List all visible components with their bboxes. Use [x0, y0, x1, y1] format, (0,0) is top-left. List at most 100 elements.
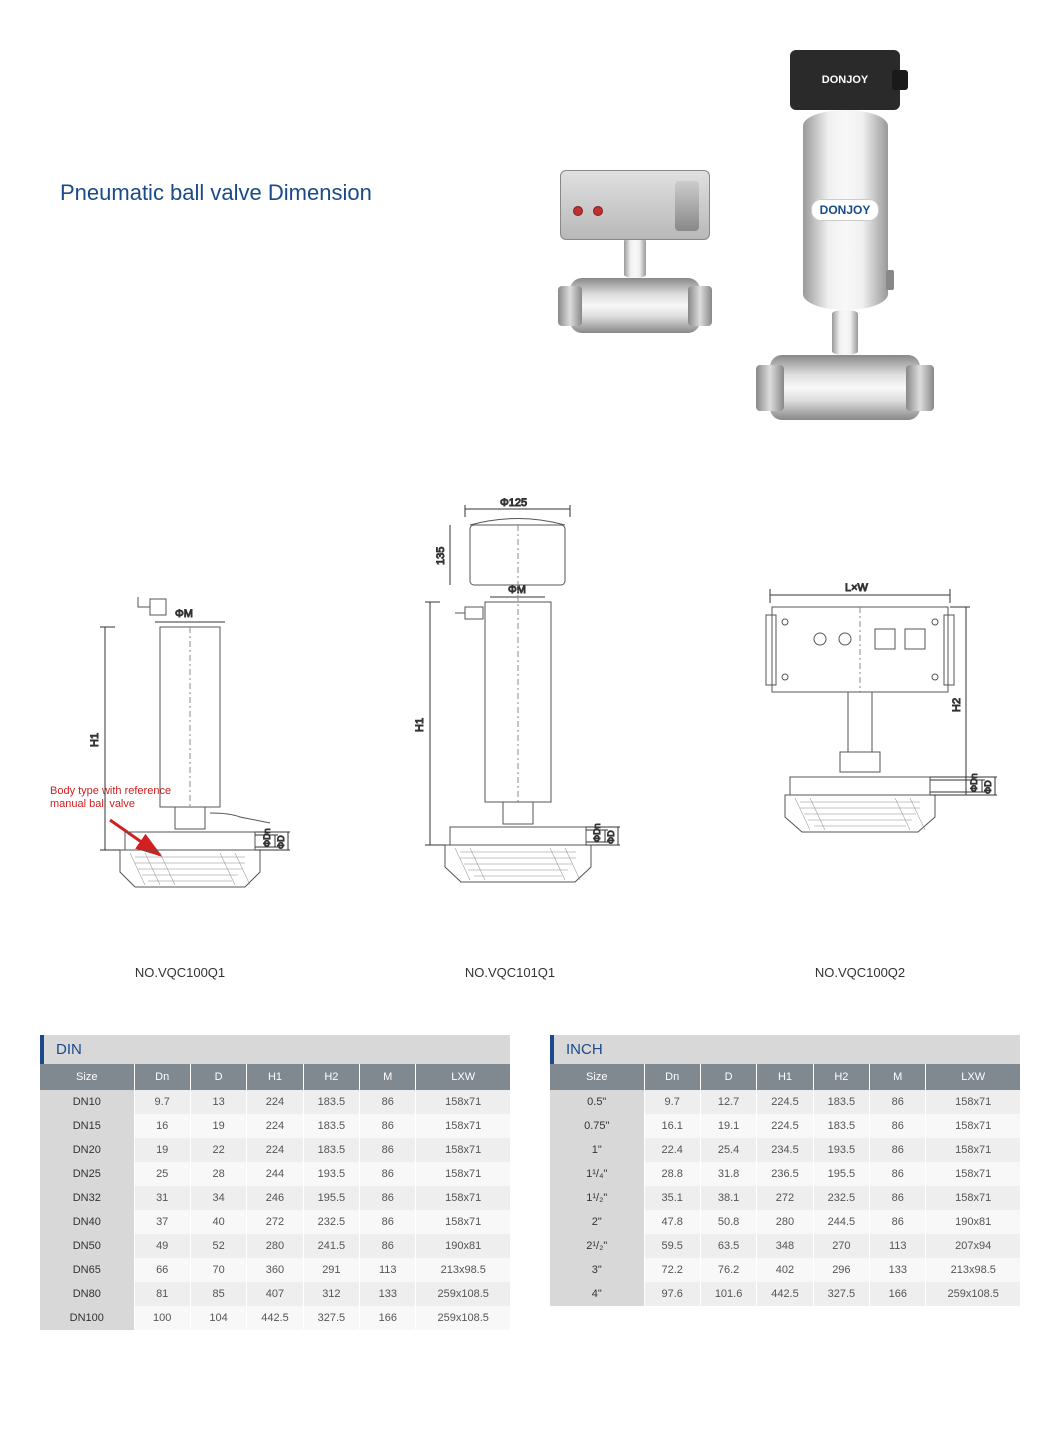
- table-cell: 25: [134, 1162, 190, 1186]
- col-header: H1: [757, 1064, 813, 1090]
- table-cell: 28: [190, 1162, 246, 1186]
- table-cell: 2": [550, 1210, 644, 1234]
- svg-text:ΦD: ΦD: [606, 830, 616, 844]
- table-cell: 86: [870, 1138, 926, 1162]
- diagram-2-svg: Φ125 135 ΦM: [370, 497, 650, 957]
- table-cell: 86: [870, 1210, 926, 1234]
- col-header: Size: [550, 1064, 644, 1090]
- table-cell: 442.5: [247, 1306, 303, 1330]
- table-cell: 232.5: [813, 1186, 869, 1210]
- svg-text:Φ125: Φ125: [500, 497, 527, 509]
- table-row: 1¹/₂"35.138.1272232.586158x71: [550, 1186, 1020, 1210]
- svg-text:ΦDn: ΦDn: [262, 828, 272, 847]
- brand-label-top: DONJOY: [822, 74, 868, 86]
- tables-row: DIN SizeDnDH1H2MLXW DN109.713224183.5861…: [40, 1035, 1020, 1330]
- table-cell: 272: [757, 1186, 813, 1210]
- svg-text:ΦM: ΦM: [508, 584, 526, 596]
- table-cell: 166: [360, 1306, 416, 1330]
- table-cell: 224: [247, 1138, 303, 1162]
- table-cell: 86: [870, 1162, 926, 1186]
- table-row: 2"47.850.8280244.586190x81: [550, 1210, 1020, 1234]
- diagram-row: ΦM: [50, 520, 1010, 980]
- table-cell: 190x81: [926, 1210, 1020, 1234]
- table-cell: 195.5: [303, 1186, 359, 1210]
- table-cell: 348: [757, 1234, 813, 1258]
- table-cell: DN15: [40, 1114, 134, 1138]
- table-row: 2¹/₂"59.563.5348270113207x94: [550, 1234, 1020, 1258]
- table-cell: 183.5: [303, 1114, 359, 1138]
- product-photo-2: DONJOY DONJOY: [770, 50, 920, 420]
- diagram-vqc100q2: L×W: [710, 577, 1010, 980]
- table-cell: 241.5: [303, 1234, 359, 1258]
- diagram-1-label: NO.VQC100Q1: [135, 965, 225, 980]
- table-cell: 442.5: [757, 1282, 813, 1306]
- svg-text:ΦD: ΦD: [276, 835, 286, 849]
- table-cell: 236.5: [757, 1162, 813, 1186]
- table-cell: 28.8: [644, 1162, 700, 1186]
- table-cell: 113: [360, 1258, 416, 1282]
- table-row: 0.75"16.119.1224.5183.586158x71: [550, 1114, 1020, 1138]
- table-cell: DN25: [40, 1162, 134, 1186]
- table-row: DN151619224183.586158x71: [40, 1114, 510, 1138]
- table-cell: 158x71: [416, 1090, 510, 1114]
- svg-text:135: 135: [435, 547, 447, 565]
- table-cell: 19.1: [700, 1114, 756, 1138]
- diagram-vqc100q1: ΦM: [50, 557, 310, 980]
- table-cell: 9.7: [134, 1090, 190, 1114]
- diagram-3-label: NO.VQC100Q2: [815, 965, 905, 980]
- table-cell: 101.6: [700, 1282, 756, 1306]
- svg-text:H2: H2: [951, 698, 963, 712]
- table-cell: 259x108.5: [416, 1306, 510, 1330]
- table-cell: 86: [360, 1090, 416, 1114]
- table-cell: 86: [870, 1090, 926, 1114]
- svg-text:ΦD: ΦD: [983, 780, 993, 794]
- table-cell: 52: [190, 1234, 246, 1258]
- table-cell: 272: [247, 1210, 303, 1234]
- table-cell: 259x108.5: [416, 1282, 510, 1306]
- col-header: Size: [40, 1064, 134, 1090]
- table-cell: 193.5: [813, 1138, 869, 1162]
- svg-text:ΦDn: ΦDn: [969, 773, 979, 792]
- table-cell: 86: [870, 1114, 926, 1138]
- table-cell: 0.5": [550, 1090, 644, 1114]
- diagram-vqc101q1: Φ125 135 ΦM: [370, 497, 650, 980]
- din-title: DIN: [40, 1035, 510, 1064]
- table-cell: DN10: [40, 1090, 134, 1114]
- table-cell: 31: [134, 1186, 190, 1210]
- inch-title: INCH: [550, 1035, 1020, 1064]
- table-cell: 234.5: [757, 1138, 813, 1162]
- table-cell: 25.4: [700, 1138, 756, 1162]
- table-cell: 86: [360, 1114, 416, 1138]
- col-header: LXW: [926, 1064, 1020, 1090]
- table-row: 0.5"9.712.7224.5183.586158x71: [550, 1090, 1020, 1114]
- col-header: M: [360, 1064, 416, 1090]
- table-cell: 34: [190, 1186, 246, 1210]
- col-header: H1: [247, 1064, 303, 1090]
- table-cell: 183.5: [303, 1090, 359, 1114]
- table-cell: 86: [360, 1234, 416, 1258]
- table-cell: 35.1: [644, 1186, 700, 1210]
- table-cell: 113: [870, 1234, 926, 1258]
- table-cell: 193.5: [303, 1162, 359, 1186]
- table-cell: 85: [190, 1282, 246, 1306]
- col-header: Dn: [644, 1064, 700, 1090]
- table-cell: 158x71: [416, 1162, 510, 1186]
- table-cell: 19: [190, 1114, 246, 1138]
- table-cell: 22.4: [644, 1138, 700, 1162]
- table-cell: 213x98.5: [416, 1258, 510, 1282]
- table-cell: 1¹/₄": [550, 1162, 644, 1186]
- inch-table-block: INCH SizeDnDH1H2MLXW 0.5"9.712.7224.5183…: [550, 1035, 1020, 1330]
- table-cell: 224.5: [757, 1114, 813, 1138]
- col-header: LXW: [416, 1064, 510, 1090]
- table-cell: 81: [134, 1282, 190, 1306]
- table-row: 4"97.6101.6442.5327.5166259x108.5: [550, 1282, 1020, 1306]
- table-cell: 280: [247, 1234, 303, 1258]
- product-photo-1: [560, 170, 710, 333]
- table-cell: 9.7: [644, 1090, 700, 1114]
- table-cell: 213x98.5: [926, 1258, 1020, 1282]
- table-cell: 16.1: [644, 1114, 700, 1138]
- table-cell: 158x71: [926, 1114, 1020, 1138]
- table-cell: 12.7: [700, 1090, 756, 1114]
- table-row: DN109.713224183.586158x71: [40, 1090, 510, 1114]
- table-row: 3"72.276.2402296133213x98.5: [550, 1258, 1020, 1282]
